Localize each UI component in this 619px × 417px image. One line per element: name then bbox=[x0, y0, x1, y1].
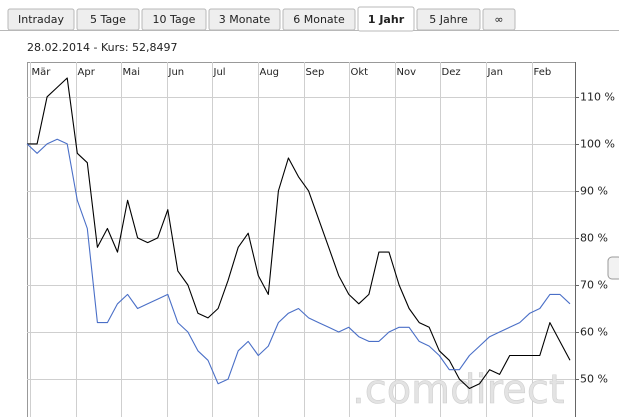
month-label: Nov bbox=[397, 67, 417, 78]
month-label: Okt bbox=[351, 67, 369, 78]
tab[interactable] bbox=[282, 8, 356, 31]
tab[interactable] bbox=[7, 8, 75, 31]
month-label: Aug bbox=[260, 67, 280, 78]
month-label: Dez bbox=[442, 67, 461, 78]
month-label: Jul bbox=[213, 67, 226, 78]
tab-label[interactable]: Intraday bbox=[18, 13, 65, 26]
tab[interactable] bbox=[357, 6, 415, 32]
y-tick-label: 80 % bbox=[580, 232, 608, 245]
watermark: .comdirect bbox=[352, 367, 565, 413]
tab-label[interactable]: ∞ bbox=[494, 13, 503, 26]
tab-label[interactable]: 3 Monate bbox=[219, 13, 271, 26]
month-label: Jan bbox=[487, 67, 503, 78]
tab-label[interactable]: 5 Tage bbox=[90, 13, 126, 26]
side-button[interactable] bbox=[607, 256, 619, 280]
y-tick-label: 50 % bbox=[580, 373, 608, 386]
chart-title: 28.02.2014 - Kurs: 52,8497 bbox=[27, 41, 178, 54]
tab[interactable] bbox=[482, 8, 516, 31]
y-tick-label: 60 % bbox=[580, 326, 608, 339]
tab[interactable] bbox=[141, 8, 207, 31]
price-line bbox=[27, 77, 571, 390]
month-label: Feb bbox=[534, 67, 552, 78]
month-label: Mär bbox=[32, 67, 52, 78]
tab[interactable] bbox=[208, 8, 281, 31]
y-tick-label: 90 % bbox=[580, 185, 608, 198]
month-label: Jun bbox=[168, 67, 185, 78]
tab-label[interactable]: 10 Tage bbox=[153, 13, 196, 26]
month-label: Apr bbox=[78, 67, 96, 78]
tab-label[interactable]: 6 Monate bbox=[293, 13, 345, 26]
y-tick-label: 110 % bbox=[580, 91, 615, 104]
month-label: Mai bbox=[123, 67, 141, 78]
price-line bbox=[26, 138, 571, 385]
tab-label[interactable]: 5 Jahre bbox=[429, 13, 468, 26]
tab[interactable] bbox=[416, 8, 481, 31]
y-tick-label: 100 % bbox=[580, 138, 615, 151]
tab-label[interactable]: 1 Jahr bbox=[368, 13, 405, 26]
tab[interactable] bbox=[76, 8, 140, 31]
month-label: Sep bbox=[306, 67, 325, 78]
y-tick-label: 70 % bbox=[580, 279, 608, 292]
